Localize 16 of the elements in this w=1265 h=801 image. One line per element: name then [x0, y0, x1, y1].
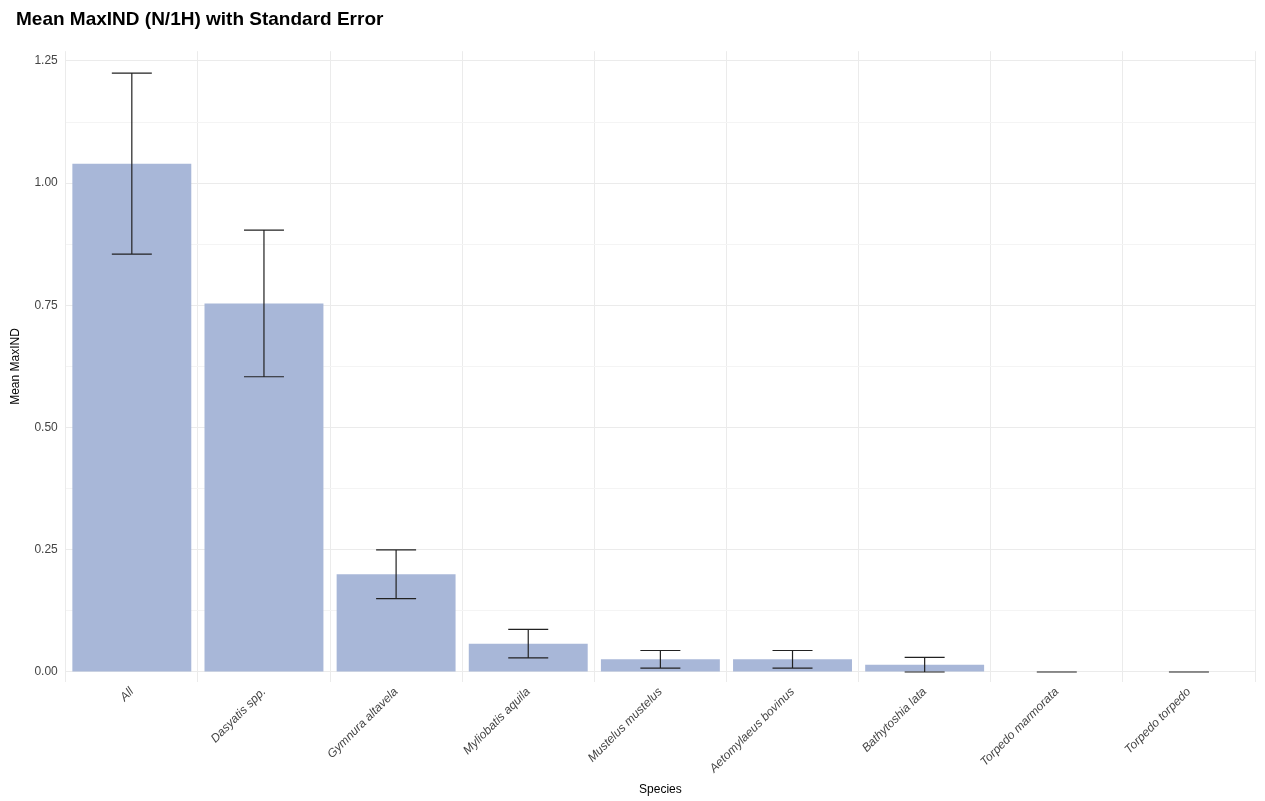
y-tick-label: 1.00 — [34, 175, 59, 190]
y-tick-label: 0.00 — [34, 664, 59, 679]
bar — [733, 659, 852, 672]
bar — [600, 659, 720, 672]
x-axis-title: Species — [639, 782, 682, 797]
bar — [468, 643, 588, 672]
chart-title: Mean MaxIND (N/1H) with Standard Error — [16, 8, 384, 30]
y-tick-label: 0.25 — [34, 542, 59, 557]
bar — [72, 163, 192, 672]
y-tick-label: 1.25 — [34, 53, 59, 68]
bar — [336, 574, 456, 672]
x-tick-label: All — [116, 684, 137, 705]
y-tick-label: 0.50 — [34, 419, 59, 434]
bar — [204, 303, 324, 672]
y-tick-label: 0.75 — [34, 297, 59, 312]
y-axis-title: Mean MaxIND — [7, 327, 22, 405]
